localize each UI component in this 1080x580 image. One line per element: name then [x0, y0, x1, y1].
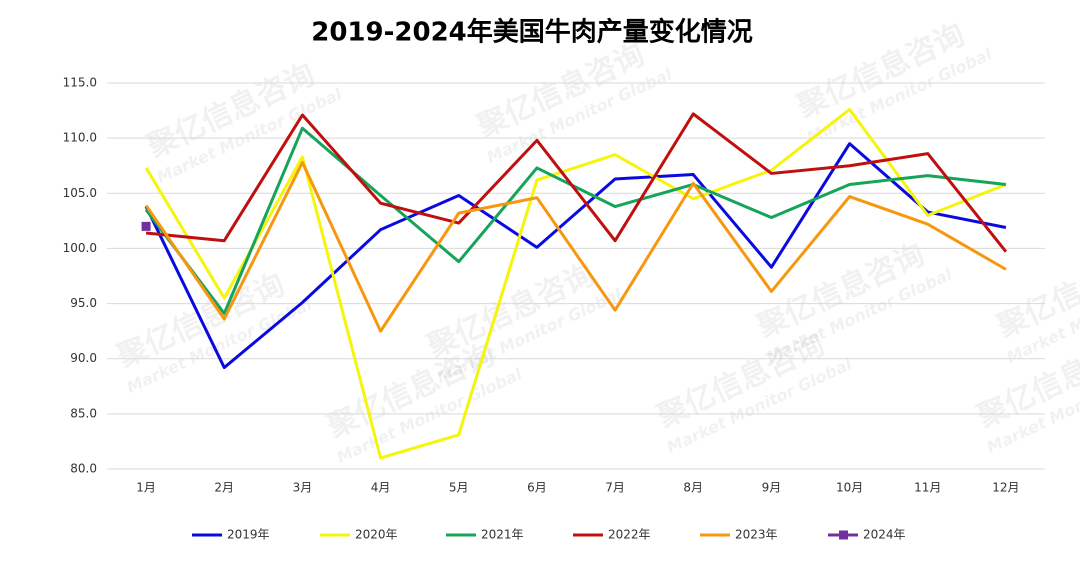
legend-label: 2021年 — [481, 528, 524, 542]
x-tick-label: 3月 — [293, 481, 313, 495]
y-tick-label: 105.0 — [63, 186, 97, 200]
legend-label: 2024年 — [863, 528, 906, 542]
y-tick-label: 90.0 — [70, 351, 97, 365]
x-tick-label: 6月 — [527, 481, 547, 495]
series-line — [144, 126, 1007, 315]
x-tick-label: 1月 — [136, 481, 156, 495]
x-tick-label: 7月 — [605, 481, 625, 495]
legend-marker — [839, 530, 848, 540]
chart-title: 2019-2024年美国牛肉产量变化情况 — [311, 17, 753, 48]
legend-label: 2020年 — [355, 528, 398, 542]
legend-label: 2022年 — [608, 528, 651, 542]
series-line — [144, 160, 1007, 333]
x-tick-label: 9月 — [762, 481, 782, 495]
x-tick-label: 10月 — [836, 481, 863, 495]
y-tick-label: 110.0 — [63, 131, 97, 145]
legend-label: 2019年 — [227, 528, 270, 542]
x-tick-label: 12月 — [992, 481, 1019, 495]
legend-label: 2023年 — [735, 528, 778, 542]
x-tick-label: 11月 — [914, 481, 941, 495]
y-tick-label: 115.0 — [63, 76, 97, 90]
x-tick-label: 4月 — [371, 481, 391, 495]
x-tick-label: 2月 — [214, 481, 234, 495]
series-line — [144, 142, 1007, 370]
y-tick-label: 85.0 — [70, 406, 97, 420]
y-tick-label: 95.0 — [70, 296, 97, 310]
x-tick-label: 8月 — [683, 481, 703, 495]
point-marker — [141, 221, 151, 231]
y-tick-label: 80.0 — [70, 462, 97, 476]
x-tick-label: 5月 — [449, 481, 469, 495]
series-line — [144, 107, 1007, 460]
y-tick-label: 100.0 — [63, 241, 97, 255]
series-line — [145, 112, 1008, 253]
